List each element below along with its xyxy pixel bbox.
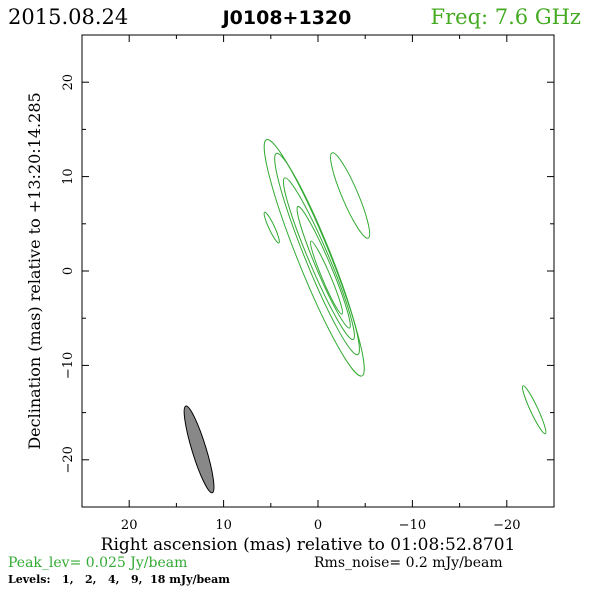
contour-ellipse: [263, 138, 365, 377]
contour-ellipse: [330, 152, 371, 239]
contour-ellipse: [310, 240, 343, 315]
observation-date: 2015.08.24: [8, 5, 128, 29]
x-tick-label: −10: [399, 518, 426, 533]
x-axis-label: Right ascension (mas) relative to 01:08:…: [101, 535, 516, 555]
source-name: J0108+1320: [221, 7, 352, 29]
y-tick-label: 10: [61, 168, 76, 185]
axis-ticks: [81, 34, 555, 508]
contour-lines: [263, 138, 547, 435]
contour-ellipse: [282, 177, 355, 341]
y-tick-label: −20: [61, 446, 76, 473]
y-tick-label: 0: [61, 267, 76, 275]
y-tick-label: 20: [61, 74, 76, 91]
y-axis-label: Declination (mas) relative to +13:20:14.…: [25, 92, 44, 449]
x-tick-label: −20: [493, 518, 520, 533]
x-tick-label: 0: [314, 518, 322, 533]
beam-ellipse: [183, 405, 215, 494]
contour-ellipse: [263, 211, 280, 244]
contour-ellipse: [296, 205, 351, 329]
beam-layer: [183, 405, 215, 494]
axis-tick-labels: 20 10 0 −10 −20 20 10 0 −10 −20: [61, 74, 521, 533]
contour-levels: Levels: 1, 2, 4, 9, 18 mJy/beam: [8, 573, 230, 586]
contour-ellipse: [521, 385, 547, 435]
y-tick-label: −10: [61, 352, 76, 379]
frequency-label: Freq: 7.6 GHz: [431, 5, 581, 29]
x-tick-label: 20: [121, 518, 138, 533]
contour-ellipse: [274, 152, 360, 356]
rms-noise: Rms_noise= 0.2 mJy/beam: [314, 555, 503, 571]
peak-level: Peak_lev= 0.025 Jy/beam: [8, 555, 187, 571]
x-tick-label: 10: [215, 518, 232, 533]
